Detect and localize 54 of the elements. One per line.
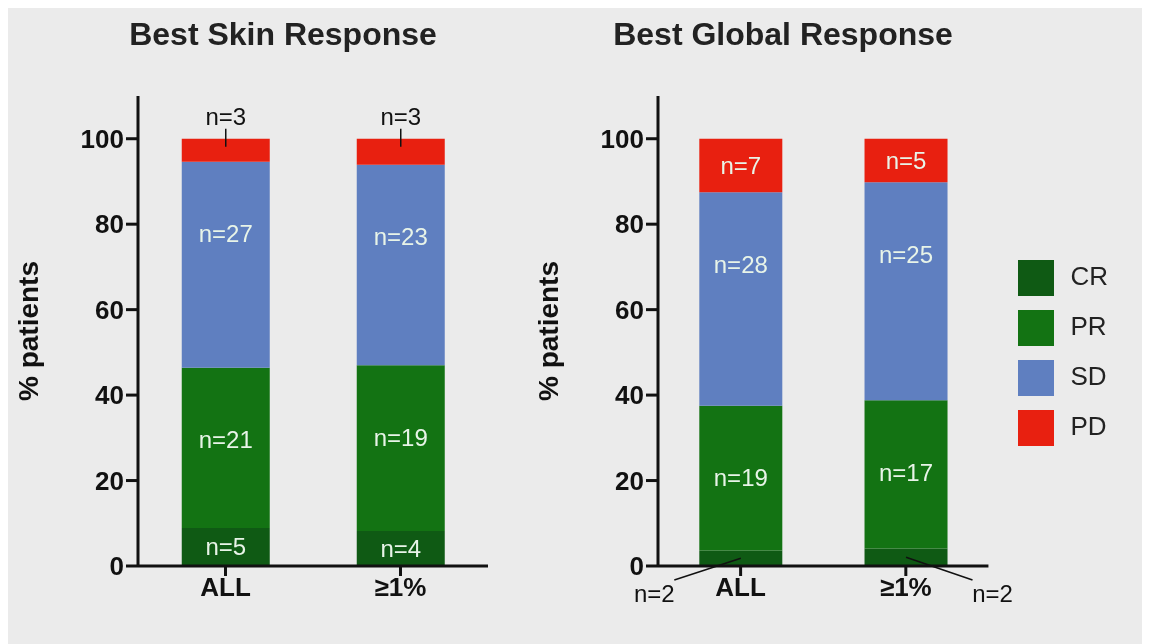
y-tick-label: 80 [615, 209, 644, 240]
x-tick-label: ALL [715, 572, 766, 603]
bar [864, 548, 948, 566]
annotation: n=3 [380, 102, 422, 130]
annotation: n=19 [373, 423, 428, 451]
y-tick-label: 100 [80, 123, 124, 154]
bar [864, 400, 948, 549]
bar [699, 192, 783, 406]
x-tick-label: ≥1% [879, 572, 932, 603]
bar [181, 138, 270, 162]
annotation: n=23 [373, 223, 428, 251]
bar [864, 138, 948, 183]
y-tick-label: 100 [600, 123, 644, 154]
annotation: n=7 [720, 151, 762, 179]
y-tick-label: 20 [95, 465, 124, 496]
bar [181, 527, 270, 566]
y-tick-label: 60 [615, 294, 644, 325]
bar [864, 182, 948, 401]
bar [699, 138, 783, 193]
annotation: n=19 [713, 464, 768, 492]
y-tick-label: 60 [95, 294, 124, 325]
bar [356, 365, 445, 531]
chart-title: Best Global Response [612, 16, 954, 54]
annotation: n=3 [205, 102, 247, 130]
bar [356, 164, 445, 366]
bar [356, 138, 445, 165]
annotation: n=5 [205, 533, 247, 561]
annotation: n=5 [885, 147, 927, 175]
bar [181, 161, 270, 368]
annotation: n=28 [713, 250, 768, 278]
legend-label: CR [1070, 261, 1108, 291]
bar [181, 367, 270, 528]
annotation: n=25 [878, 240, 934, 268]
y-tick-label: 40 [615, 380, 644, 411]
x-tick-label: ≥1% [374, 572, 427, 603]
annotation: n=2 [972, 580, 1013, 607]
legend-label: SD [1070, 361, 1107, 391]
annotation: n=17 [878, 458, 934, 486]
annotation: n=27 [198, 220, 253, 248]
y-tick-label: 40 [95, 380, 124, 411]
y-axis-title: % patients [532, 260, 564, 402]
annotation: n=2 [633, 580, 675, 607]
x-tick-label: ALL [200, 572, 251, 603]
y-axis-title: % patients [12, 260, 44, 402]
y-tick-label: 20 [615, 465, 644, 496]
annotation: n=4 [380, 534, 422, 562]
legend-label: PR [1070, 311, 1107, 341]
bar [699, 405, 783, 551]
y-tick-label: 0 [109, 551, 124, 582]
chart-title: Best Skin Response [128, 16, 438, 54]
annotation: n=21 [198, 426, 253, 454]
y-tick-label: 80 [95, 209, 124, 240]
legend-label: PD [1070, 411, 1107, 441]
y-tick-label: 0 [629, 551, 644, 582]
